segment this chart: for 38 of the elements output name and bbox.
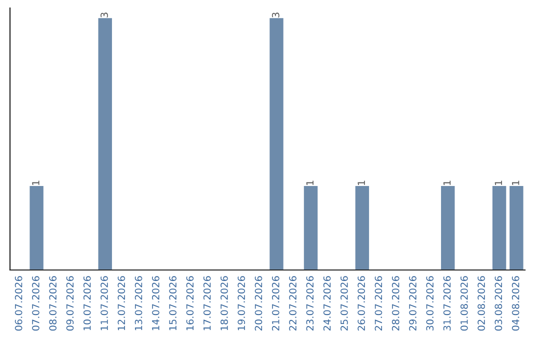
x-tick-label: 11.07.2026 xyxy=(100,276,108,330)
x-tick-label: 09.07.2026 xyxy=(66,276,74,331)
data-label: 1 xyxy=(32,180,40,185)
x-tick-label: 16.07.2026 xyxy=(186,276,194,330)
x-tick-label: 26.07.2026 xyxy=(358,276,366,331)
x-tick-label: 04.08.2026 xyxy=(512,276,520,331)
data-label: 1 xyxy=(494,180,502,185)
data-label: 3 xyxy=(100,12,108,18)
data-label: 3 xyxy=(272,12,280,18)
x-tick-label: 15.07.2026 xyxy=(169,276,176,330)
x-tick-label: 23.07.2026 xyxy=(306,276,314,331)
x-tick-label: 22.07.2026 xyxy=(289,276,296,331)
x-tick-label: 30.07.2026 xyxy=(426,276,434,330)
data-label: 1 xyxy=(512,180,520,185)
x-tick-label: 02.08.2026 xyxy=(478,276,485,331)
data-label: 1 xyxy=(306,180,314,185)
x-tick-label: 07.07.2026 xyxy=(32,276,40,331)
x-tick-label: 08.07.2026 xyxy=(49,276,57,331)
x-tick-label: 24.07.2026 xyxy=(323,276,331,331)
data-label: 1 xyxy=(443,180,451,185)
x-tick-label: 31.07.2026 xyxy=(443,276,451,330)
x-tick-label: 14.07.2026 xyxy=(152,276,160,330)
x-tick-label: 27.07.2026 xyxy=(374,276,382,331)
x-tick-label: 29.07.2026 xyxy=(409,276,416,331)
x-tick-label: 20.07.2026 xyxy=(254,276,262,331)
x-tick-label: 21.07.2026 xyxy=(272,276,280,331)
x-tick-label: 13.07.2026 xyxy=(134,276,142,330)
x-tick-label: 17.07.2026 xyxy=(203,276,211,330)
x-tick-label: 03.08.2026 xyxy=(494,276,502,331)
x-tick-label: 12.07.2026 xyxy=(118,276,126,330)
x-tick-label: 28.07.2026 xyxy=(392,276,400,331)
x-tick-label: 19.07.2026 xyxy=(238,276,246,330)
x-tick-label: 01.08.2026 xyxy=(460,276,468,331)
x-tick-label: 18.07.2026 xyxy=(220,276,228,330)
x-tick-label: 10.07.2026 xyxy=(83,276,91,330)
x-tick-label: 25.07.2026 xyxy=(340,276,348,331)
data-label: 1 xyxy=(358,180,365,185)
x-tick-label: 06.07.2026 xyxy=(14,276,22,331)
